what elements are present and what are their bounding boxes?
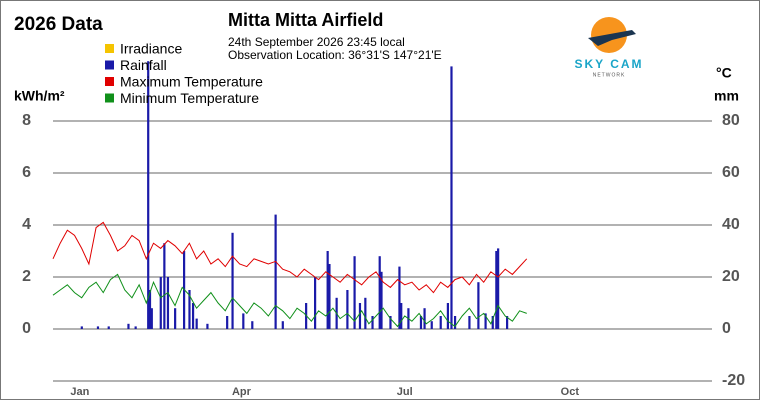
legend-label: Rainfall (120, 57, 167, 73)
rain-bar (398, 266, 401, 329)
rain-bar (274, 214, 277, 329)
logo-tagline: NETWORK (593, 72, 626, 78)
y-tick-label: 2 (22, 268, 31, 285)
rain-bar (358, 303, 362, 329)
logo-plane (588, 30, 636, 46)
y2-tick-label: 80 (722, 112, 740, 129)
legend-swatch (105, 93, 114, 103)
rain-bar (159, 277, 162, 329)
y2-axis-label: °C (716, 65, 732, 81)
rain-bar (206, 323, 209, 329)
rain-bar (446, 303, 449, 329)
rain-bar (328, 264, 331, 329)
rain-bar (423, 308, 426, 329)
rain-bar (107, 326, 110, 329)
legend-label: Maximum Temperature (120, 74, 263, 90)
chart-title: Mitta Mitta Airfield (228, 10, 383, 30)
y-axis-label: kWh/m² (14, 88, 65, 104)
rain-bar (148, 290, 152, 329)
rain-bar (80, 326, 83, 329)
rain-bar (281, 321, 284, 329)
rain-bar (147, 61, 150, 329)
rain-bar (477, 282, 480, 329)
rain-bar (506, 316, 509, 329)
rain-bar (400, 303, 403, 329)
y-tick-label: 8 (22, 112, 31, 129)
y2-tick-label: 60 (722, 164, 740, 181)
rain-bar (231, 232, 234, 329)
rain-bar (389, 316, 392, 329)
x-tick-label: Oct (561, 386, 580, 398)
y-tick-label: 0 (22, 320, 31, 337)
data-label: 2026 Data (14, 14, 103, 35)
rain-bar (314, 277, 317, 329)
legend-swatch (105, 44, 114, 53)
rain-bar (96, 326, 100, 329)
logo: SKY CAM NETWORK (574, 17, 643, 78)
rain-bar (419, 316, 423, 329)
rain-bar (226, 316, 229, 329)
rain-bar (163, 243, 166, 329)
y-tick-label: 6 (22, 164, 31, 181)
y2-tick-label: -20 (722, 372, 745, 389)
rain-bar (497, 248, 500, 329)
subtitle: 24th September 2026 23:45 local (228, 35, 405, 49)
rain-bar (188, 290, 191, 329)
rain-bar (468, 316, 471, 329)
rain-bar (242, 313, 245, 329)
rain-bar (326, 251, 329, 329)
rain-bar (371, 316, 374, 329)
y2-tick-label: 40 (722, 216, 740, 233)
y2-tick-label: 0 (722, 320, 731, 337)
y2-tick-label: 20 (722, 268, 740, 285)
rain-bar (353, 256, 356, 329)
legend-label: Irradiance (120, 41, 182, 57)
subtitle: Observation Location: 36°31'S 147°21'E (228, 48, 442, 62)
rain-bar (191, 303, 195, 329)
x-tick-label: Apr (232, 386, 252, 398)
rain-bar (495, 251, 498, 329)
y-tick-label: 4 (22, 216, 31, 233)
rain-bar (195, 318, 198, 329)
rain-bar (378, 256, 381, 329)
legend-swatch (105, 77, 114, 86)
x-tick-label: Jul (397, 386, 413, 398)
rain-bar (174, 308, 177, 329)
rain-bar (346, 290, 349, 329)
rain-bar (166, 277, 170, 329)
x-tick-label: Jan (70, 386, 89, 398)
temperature-line (52, 221, 528, 294)
y2-axis-label: mm (714, 88, 739, 104)
rain-bar (364, 297, 367, 329)
rain-bar (491, 316, 494, 329)
rain-bar (380, 271, 383, 329)
rain-bar (134, 326, 137, 329)
legend-label: Minimum Temperature (120, 90, 259, 106)
legend-swatch (105, 60, 114, 70)
rain-bar (150, 308, 153, 329)
rain-bar (439, 316, 442, 329)
rain-bar (251, 321, 254, 329)
logo-text: SKY CAM (574, 57, 643, 71)
rain-bar (127, 323, 130, 329)
rain-bar (453, 316, 457, 329)
rain-bar (484, 313, 487, 329)
temperature-line (52, 273, 527, 328)
rain-bar (430, 321, 433, 329)
rain-bar (450, 66, 453, 330)
